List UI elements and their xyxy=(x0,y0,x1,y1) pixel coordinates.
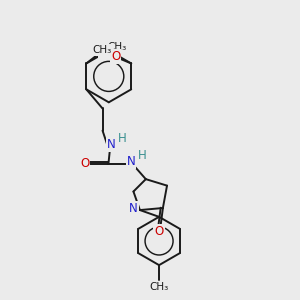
Text: CH₃: CH₃ xyxy=(108,42,127,52)
Text: CH₃: CH₃ xyxy=(149,282,169,292)
Text: H: H xyxy=(118,132,127,145)
Text: N: N xyxy=(107,138,116,151)
Text: O: O xyxy=(80,157,89,170)
Text: O: O xyxy=(111,50,120,63)
Text: N: N xyxy=(129,202,138,215)
Text: N: N xyxy=(127,155,136,168)
Text: H: H xyxy=(138,149,146,162)
Text: CH₃: CH₃ xyxy=(92,45,111,55)
Text: O: O xyxy=(154,225,164,238)
Text: O: O xyxy=(98,46,108,59)
